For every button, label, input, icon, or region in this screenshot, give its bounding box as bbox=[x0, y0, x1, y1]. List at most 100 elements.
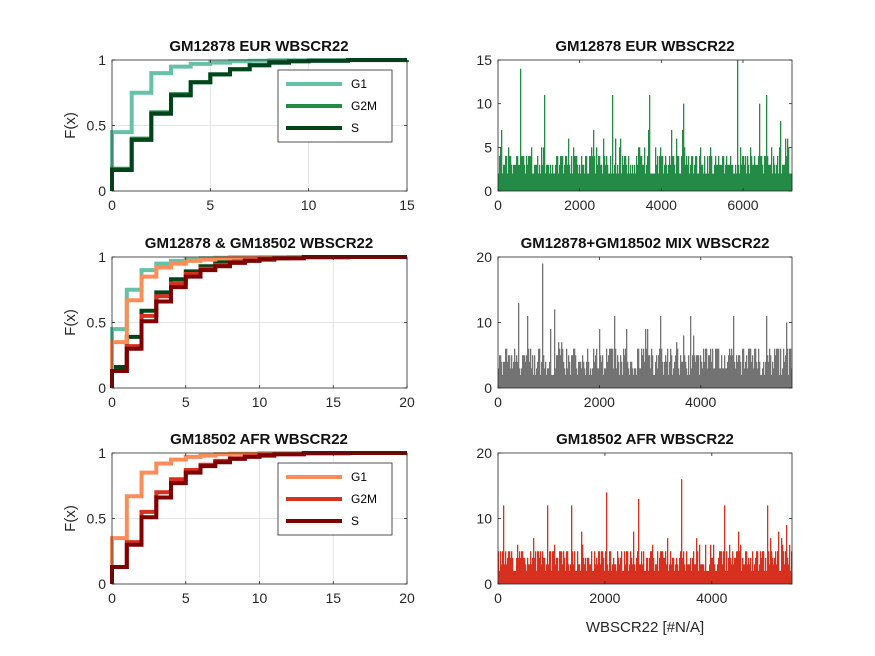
bar bbox=[503, 505, 505, 584]
bar bbox=[567, 551, 569, 584]
bar bbox=[636, 557, 638, 584]
bar bbox=[676, 138, 678, 191]
bar bbox=[629, 374, 631, 388]
bar bbox=[695, 156, 697, 191]
bar bbox=[652, 173, 654, 191]
bar bbox=[535, 374, 537, 388]
bar bbox=[549, 173, 551, 191]
bar bbox=[777, 551, 779, 584]
bar bbox=[580, 570, 582, 584]
bar bbox=[561, 551, 563, 584]
bar bbox=[513, 164, 515, 191]
bar bbox=[728, 355, 730, 388]
bar bbox=[775, 173, 777, 191]
bar bbox=[568, 564, 570, 584]
bar bbox=[664, 164, 666, 191]
bar bbox=[591, 147, 593, 191]
bar bbox=[734, 173, 736, 191]
bar bbox=[587, 173, 589, 191]
bar bbox=[516, 156, 518, 191]
bar bbox=[680, 551, 682, 584]
bar bbox=[702, 368, 704, 388]
bar bbox=[784, 564, 786, 584]
bar bbox=[698, 355, 700, 388]
bar bbox=[785, 355, 787, 388]
bar bbox=[526, 156, 528, 191]
bar bbox=[783, 348, 785, 388]
bar bbox=[613, 368, 615, 388]
bar bbox=[514, 348, 516, 388]
bar bbox=[740, 544, 742, 584]
bar bbox=[547, 164, 549, 191]
bar bbox=[607, 564, 609, 584]
bar bbox=[788, 374, 790, 388]
bar bbox=[765, 156, 767, 191]
axes-box bbox=[497, 59, 793, 192]
bar bbox=[750, 147, 752, 191]
bar bbox=[715, 156, 717, 191]
bar bbox=[587, 557, 589, 584]
bar bbox=[787, 138, 789, 191]
panel-title: GM12878+GM18502 MIX WBSCR22 bbox=[521, 235, 770, 252]
bar bbox=[643, 348, 645, 388]
y-tick-label: 10 bbox=[476, 511, 492, 527]
bar bbox=[719, 368, 721, 388]
bar bbox=[736, 173, 738, 191]
bar bbox=[770, 538, 772, 584]
bar bbox=[749, 173, 751, 191]
bar bbox=[765, 557, 767, 584]
bar bbox=[632, 564, 634, 584]
bar bbox=[616, 368, 618, 388]
bar bbox=[513, 570, 515, 584]
bar bbox=[508, 551, 510, 584]
bar bbox=[649, 557, 651, 584]
bar bbox=[750, 348, 752, 388]
bar bbox=[586, 570, 588, 584]
bar bbox=[729, 348, 731, 388]
bar bbox=[596, 557, 598, 584]
series-line-s bbox=[110, 451, 407, 584]
bar bbox=[527, 315, 529, 388]
bar bbox=[672, 374, 674, 388]
bar bbox=[510, 557, 512, 584]
bar bbox=[592, 368, 594, 388]
bar bbox=[507, 557, 509, 584]
bar bbox=[668, 570, 670, 584]
bar bbox=[509, 355, 511, 388]
bar bbox=[503, 361, 505, 388]
bar bbox=[546, 374, 548, 388]
bar bbox=[779, 374, 781, 388]
bar bbox=[704, 570, 706, 584]
bar bbox=[663, 557, 665, 584]
bar bbox=[571, 156, 573, 191]
bar bbox=[582, 355, 584, 388]
bar bbox=[657, 156, 659, 191]
bar bbox=[672, 557, 674, 584]
bar bbox=[625, 348, 627, 388]
bar bbox=[774, 164, 776, 191]
bar bbox=[582, 544, 584, 584]
bar bbox=[524, 557, 526, 584]
bar bbox=[523, 355, 525, 388]
bar bbox=[735, 557, 737, 584]
bar bbox=[753, 164, 755, 191]
bar bbox=[536, 164, 538, 191]
bar bbox=[756, 551, 758, 584]
bar bbox=[553, 374, 555, 388]
bar bbox=[705, 348, 707, 388]
x-tick-label: 10 bbox=[252, 590, 268, 606]
bar bbox=[551, 173, 553, 191]
bar bbox=[654, 570, 656, 584]
bar bbox=[539, 348, 541, 388]
bar bbox=[544, 368, 546, 388]
bar bbox=[529, 564, 531, 584]
bar bbox=[563, 361, 565, 388]
bar bbox=[540, 551, 542, 584]
bar bbox=[501, 564, 503, 584]
bar bbox=[743, 348, 745, 388]
bar bbox=[647, 329, 649, 388]
bar bbox=[540, 374, 542, 388]
bar bbox=[671, 355, 673, 388]
bar bbox=[502, 374, 504, 388]
bar bbox=[569, 164, 571, 191]
